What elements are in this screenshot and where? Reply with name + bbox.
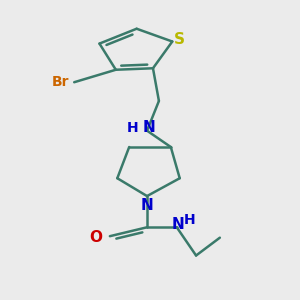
Text: S: S — [174, 32, 185, 46]
Text: H: H — [183, 213, 195, 227]
Text: Br: Br — [51, 75, 69, 89]
Text: N: N — [172, 217, 184, 232]
Text: O: O — [89, 230, 102, 245]
Text: H: H — [127, 121, 139, 135]
Text: N: N — [142, 120, 155, 135]
Text: N: N — [141, 198, 153, 213]
